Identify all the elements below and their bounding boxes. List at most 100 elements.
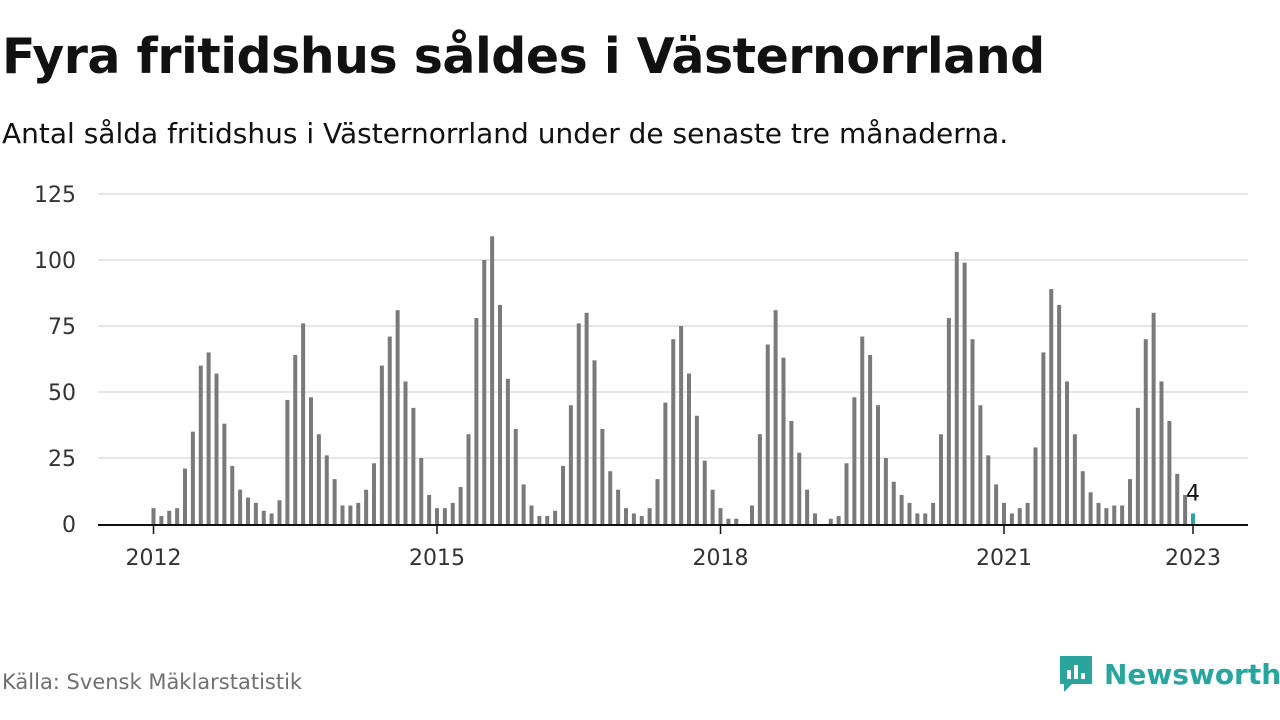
bar <box>592 360 597 524</box>
bar <box>474 318 479 524</box>
bar <box>915 513 920 524</box>
bar <box>482 260 487 524</box>
bar <box>710 489 715 524</box>
bar <box>860 336 865 524</box>
bar <box>970 339 975 524</box>
bar <box>765 344 770 524</box>
bar <box>561 465 565 524</box>
brand-logo[interactable]: Newsworthy <box>1058 654 1280 694</box>
x-tick-label: 2015 <box>409 546 465 571</box>
bar <box>1088 492 1093 524</box>
newsworthy-logo-icon <box>1060 656 1092 692</box>
bar-chart: 0 25 50 75 100 125 2012 2015 2018 2021 2023 4 <box>34 183 1248 571</box>
y-tick-label: 50 <box>48 381 76 406</box>
bar <box>773 310 778 524</box>
bar <box>931 502 936 524</box>
highlight-value-label: 4 <box>1186 481 1200 506</box>
bar <box>907 502 912 524</box>
bar <box>1112 505 1117 524</box>
bar <box>230 465 235 524</box>
bar <box>411 407 416 524</box>
bar <box>395 310 400 524</box>
bar <box>553 510 558 524</box>
bar <box>1143 339 1148 524</box>
y-tick-label: 100 <box>34 249 76 274</box>
bar <box>285 399 290 524</box>
bar <box>1025 502 1030 524</box>
bar <box>340 505 345 524</box>
bar <box>671 339 676 524</box>
bar <box>899 494 904 524</box>
bar <box>576 323 581 524</box>
bar <box>994 484 999 524</box>
bar <box>1080 471 1085 524</box>
bar <box>545 516 550 524</box>
bar <box>372 463 376 524</box>
bar <box>183 468 187 524</box>
x-tick-label: 2021 <box>976 546 1032 571</box>
bar <box>214 373 219 524</box>
bar <box>568 405 573 524</box>
bar <box>427 494 432 524</box>
bar <box>702 460 707 524</box>
bar <box>1017 508 1022 524</box>
bar <box>687 373 691 524</box>
bar <box>844 463 849 524</box>
bar <box>1002 502 1006 524</box>
x-tick-label: 2012 <box>126 546 182 571</box>
bar <box>1175 473 1180 524</box>
bar <box>269 513 274 524</box>
bar <box>600 428 605 524</box>
bar <box>891 481 896 524</box>
brand-name: Newsworthy <box>1104 657 1280 691</box>
bar <box>679 326 684 524</box>
bar <box>151 508 156 524</box>
bar <box>813 513 817 524</box>
bar <box>797 452 802 524</box>
bar <box>836 516 841 524</box>
bar <box>734 518 739 524</box>
bar <box>789 421 794 524</box>
gridlines <box>98 193 1248 459</box>
bar <box>584 312 589 524</box>
bar <box>616 489 621 524</box>
bar <box>631 513 636 524</box>
bar <box>167 510 172 524</box>
bar <box>253 502 258 524</box>
bar <box>1183 494 1188 524</box>
bar <box>663 402 668 524</box>
bar <box>332 479 337 524</box>
bar <box>1072 434 1077 524</box>
bar <box>458 487 463 524</box>
bar <box>435 508 439 524</box>
bar <box>498 304 502 524</box>
bar <box>356 502 361 524</box>
bar <box>726 518 731 524</box>
bar <box>986 455 991 524</box>
bar <box>694 415 699 524</box>
x-tick-label: 2018 <box>693 546 749 571</box>
bar <box>1167 421 1172 524</box>
bar <box>1096 502 1101 524</box>
bar <box>1128 479 1132 524</box>
bar <box>198 365 203 524</box>
bar <box>309 397 313 524</box>
bar <box>655 479 660 524</box>
bar <box>876 405 880 524</box>
bars <box>151 236 1195 524</box>
bar <box>513 428 518 524</box>
bar <box>348 505 353 524</box>
bar <box>206 352 211 524</box>
bar-highlight <box>1191 513 1195 524</box>
bar <box>159 516 164 524</box>
bar <box>1049 289 1054 524</box>
x-tick-label: 2023 <box>1165 546 1221 571</box>
y-tick-label: 125 <box>34 183 76 208</box>
bar <box>277 500 282 524</box>
bar <box>190 431 195 524</box>
bar <box>639 516 644 524</box>
bar <box>293 355 298 524</box>
bar <box>379 365 384 524</box>
bar <box>868 355 873 524</box>
bar <box>624 508 628 524</box>
